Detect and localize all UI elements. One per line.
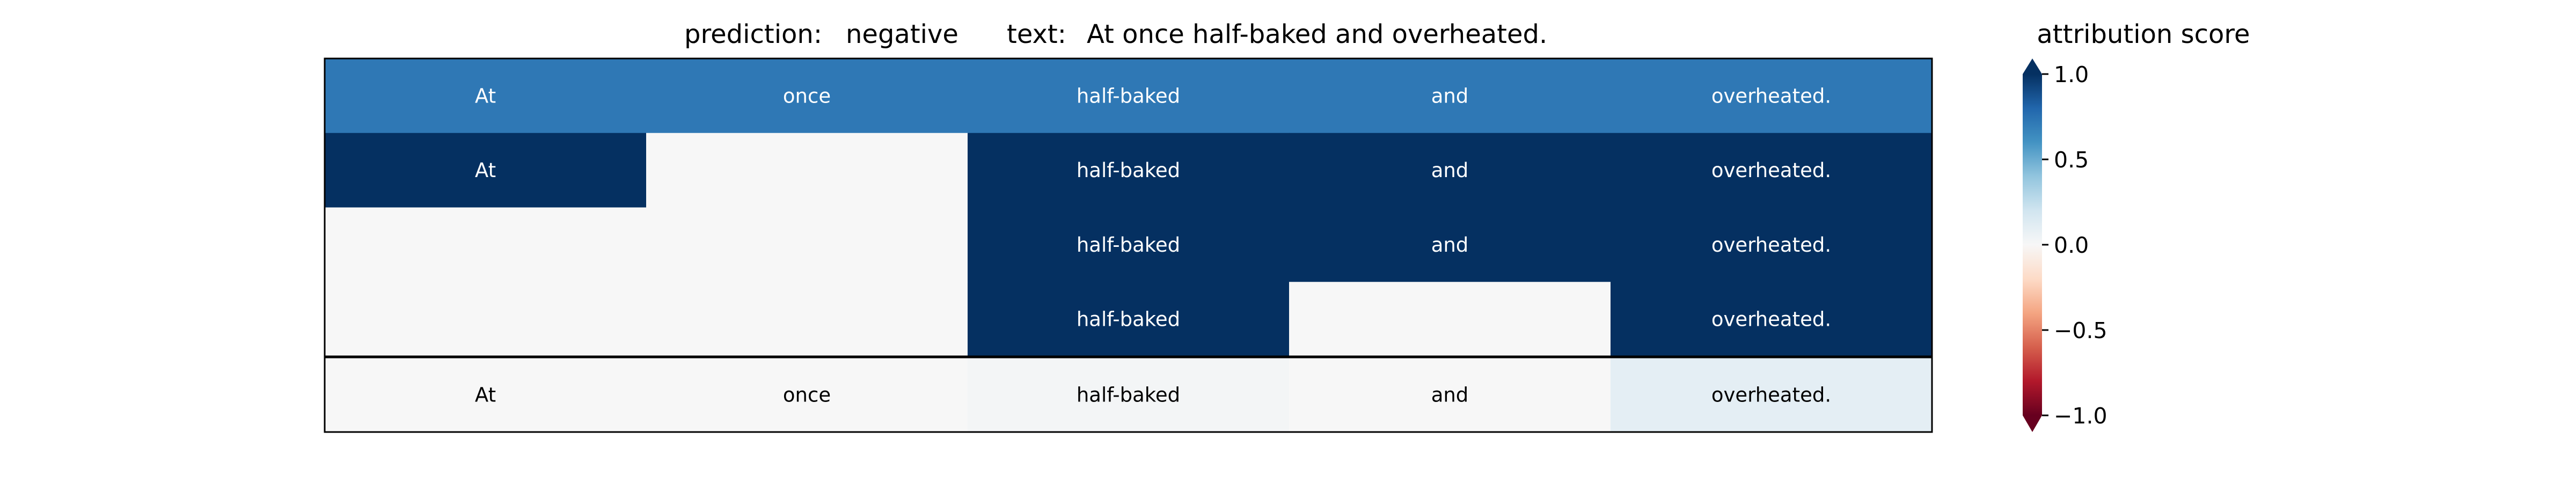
heatmap-cell-label-r0-c3: and bbox=[1431, 84, 1469, 107]
colorbar-tick-label: 1.0 bbox=[2054, 62, 2089, 87]
summary-cell-label-r0-c1: once bbox=[783, 384, 831, 407]
heatmap-cell-r3-c1 bbox=[646, 282, 968, 357]
heatmap-cell-r1-c4 bbox=[1611, 133, 1933, 208]
summary-cell-r0-c1 bbox=[646, 357, 968, 433]
heatmap-cell-label-r3-c2: half-baked bbox=[1077, 308, 1180, 331]
heatmap-cell-r1-c3 bbox=[1289, 133, 1611, 208]
heatmap-cell-r2-c1 bbox=[646, 207, 968, 282]
summary-cell-label-r0-c4: overheated. bbox=[1711, 384, 1831, 407]
heatmap-cell-r1-c0 bbox=[325, 133, 647, 208]
heatmap-cell-r1-c1 bbox=[646, 133, 968, 208]
summary-cell-r0-c2 bbox=[968, 357, 1290, 433]
heatmap-cell-r0-c3 bbox=[1289, 58, 1611, 134]
heatmap-cell-label-r2-c2: half-baked bbox=[1077, 233, 1180, 257]
heatmap-cell-r1-c2 bbox=[968, 133, 1290, 208]
heatmap-cell-label-r2-c4: overheated. bbox=[1711, 233, 1831, 257]
heatmap-cell-label-r1-c4: overheated. bbox=[1711, 159, 1831, 182]
colorbar-extend-bottom bbox=[2023, 415, 2042, 432]
colorbar-tick-label: 0.0 bbox=[2054, 232, 2089, 258]
heatmap-cell-label-r3-c4: overheated. bbox=[1711, 308, 1831, 331]
heatmap-cell-label-r0-c2: half-baked bbox=[1077, 84, 1180, 107]
heatmap-cell-r3-c0 bbox=[325, 282, 647, 357]
heatmap-cell-r2-c0 bbox=[325, 207, 647, 282]
heatmap-cell-label-r1-c2: half-baked bbox=[1077, 159, 1180, 182]
heatmap-cell-r0-c0 bbox=[325, 58, 647, 134]
heatmap-frame bbox=[324, 57, 1933, 357]
text-label: text: bbox=[1007, 19, 1066, 49]
prediction-value: negative bbox=[846, 19, 958, 49]
colorbar-title: attribution score bbox=[2037, 19, 2250, 49]
heatmap-cell-r2-c2 bbox=[968, 207, 1290, 282]
summary-frame bbox=[324, 356, 1933, 433]
prediction-label: prediction: bbox=[684, 19, 822, 49]
heatmap-cell-r0-c2 bbox=[968, 58, 1290, 134]
summary-cell-r0-c4 bbox=[1611, 357, 1933, 433]
heatmap-cell-label-r0-c0: At bbox=[475, 84, 496, 107]
heatmap-cell-label-r2-c3: and bbox=[1431, 233, 1469, 257]
heatmap-cell-r0-c1 bbox=[646, 58, 968, 134]
colorbar bbox=[2023, 74, 2042, 415]
heatmap-cell-r2-c3 bbox=[1289, 207, 1611, 282]
summary-cell-r0-c3 bbox=[1289, 357, 1611, 433]
heatmap-cell-label-r1-c3: and bbox=[1431, 159, 1469, 182]
colorbar-tick-label: −1.0 bbox=[2054, 403, 2107, 429]
text-value: At once half-baked and overheated. bbox=[1087, 19, 1547, 49]
summary-cell-label-r0-c2: half-baked bbox=[1077, 384, 1180, 407]
heatmap-cell-label-r0-c1: once bbox=[783, 84, 831, 107]
heatmap-cell-r3-c4 bbox=[1611, 282, 1933, 357]
heatmap-cell-r3-c3 bbox=[1289, 282, 1611, 357]
heatmap-cell-label-r0-c4: overheated. bbox=[1711, 84, 1831, 107]
colorbar-tick-label: −0.5 bbox=[2054, 318, 2107, 343]
summary-row: At once half-baked and overheated. bbox=[325, 357, 1933, 433]
heatmap-grid: At once half-baked and overheated. At half-bak… bbox=[325, 58, 1933, 357]
heatmap-cell-r0-c4 bbox=[1611, 58, 1933, 134]
heatmap-cell-r3-c2 bbox=[968, 282, 1290, 357]
colorbar-ticks: 1.0 0.5 0.0 −0.5 −1.0 bbox=[2042, 62, 2107, 429]
summary-cell-label-r0-c0: At bbox=[475, 384, 496, 407]
heatmap-cell-label-r1-c0: At bbox=[475, 159, 496, 182]
heatmap-cell-r2-c4 bbox=[1611, 207, 1933, 282]
summary-cell-r0-c0 bbox=[325, 357, 647, 433]
colorbar-tick-label: 0.5 bbox=[2054, 147, 2089, 173]
colorbar-extend-top bbox=[2023, 58, 2042, 74]
summary-cell-label-r0-c3: and bbox=[1431, 384, 1469, 407]
